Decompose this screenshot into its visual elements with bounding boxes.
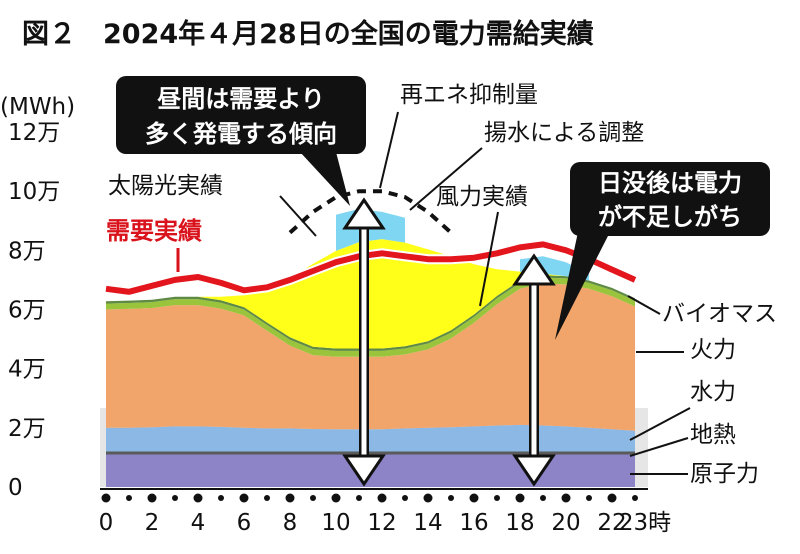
x-axis-dot: [586, 495, 592, 501]
x-axis-dot: [607, 493, 617, 503]
x-tick-label: 23時: [619, 510, 671, 536]
label-demand: 需要実績: [106, 217, 202, 245]
x-tick-label: 4: [191, 510, 206, 536]
y-tick-label: 0: [8, 475, 23, 501]
x-axis-dots: [101, 493, 638, 503]
x-axis-dot: [540, 495, 546, 501]
y-tick-label: 4万: [8, 357, 46, 383]
x-axis-dot: [494, 495, 500, 501]
x-axis-dot: [561, 493, 571, 503]
biomass-area: [106, 277, 635, 357]
y-unit-label: (MWh): [0, 94, 75, 120]
solar-area: [106, 239, 635, 349]
label-curtailment: 再エネ抑制量: [400, 82, 538, 108]
label-pumped-storage: 揚水による調整: [484, 120, 644, 146]
x-axis-dot: [402, 495, 408, 501]
x-axis-dot: [101, 493, 111, 503]
x-axis-dot: [193, 493, 203, 503]
x-axis-dot: [448, 495, 454, 501]
x-axis-dot: [423, 493, 433, 503]
x-axis-dot: [310, 495, 316, 501]
y-tick-label: 8万: [8, 238, 46, 264]
label-wind: 風力実績: [436, 184, 528, 210]
x-axis-dot: [147, 493, 157, 503]
callout-midday: 昼間は需要より 多く発電する傾向: [116, 76, 366, 206]
x-tick-label: 22: [597, 510, 626, 536]
callout-midday-line1: 昼間は需要より: [157, 85, 325, 113]
x-axis-dot: [632, 495, 638, 501]
midday-arrow: [342, 197, 386, 487]
stacked-areas: [106, 208, 635, 487]
label-biomass: バイオマス: [662, 301, 777, 327]
x-tick-label: 12: [367, 510, 396, 536]
x-tick-label: 8: [283, 510, 298, 536]
x-axis-dot: [469, 493, 479, 503]
x-axis-dot: [126, 495, 132, 501]
x-axis-dot: [264, 495, 270, 501]
x-tick-label: 0: [99, 510, 114, 536]
x-axis-dot: [218, 495, 224, 501]
wind-area: [106, 275, 635, 351]
label-thermal: 火力: [690, 337, 736, 363]
y-tick-label: 6万: [8, 298, 46, 324]
x-tick-label: 16: [459, 510, 488, 536]
y-tick-label: 12万: [8, 120, 60, 146]
x-axis-dot: [331, 493, 341, 503]
x-tick-label: 18: [505, 510, 534, 536]
chart-title: 図２ 2024年４月28日の全国の電力需給実績: [22, 18, 594, 50]
evening-arrow: [512, 253, 556, 487]
y-tick-label: 10万: [8, 179, 60, 205]
callout-evening: 日没後は電力 が不足しがち: [555, 162, 770, 340]
y-tick-label: 2万: [8, 416, 46, 442]
callout-midday-line2: 多く発電する傾向: [145, 120, 337, 148]
x-axis-dot: [285, 493, 295, 503]
hydro-area: [106, 424, 635, 452]
label-hydro: 水力: [690, 379, 736, 405]
geothermal-area: [106, 451, 635, 455]
x-axis-dot: [377, 493, 387, 503]
x-axis-dot: [515, 493, 525, 503]
x-tick-label: 14: [413, 510, 442, 536]
callout-evening-line1: 日没後は電力: [598, 169, 742, 197]
x-tick-label: 10: [321, 510, 350, 536]
y-ticks: 0 2万 4万 6万 8万 10万 12万: [8, 120, 60, 501]
x-axis-dot: [239, 493, 249, 503]
x-axis-dot: [172, 495, 178, 501]
demand-line: [105, 241, 637, 295]
label-nuclear: 原子力: [690, 461, 759, 487]
thermal-area: [106, 283, 635, 431]
x-axis-dot: [356, 495, 362, 501]
label-geothermal: 地熱: [690, 422, 736, 448]
callout-evening-line2: が不足しがち: [598, 203, 742, 231]
curtailment-dashed-line: [288, 189, 453, 235]
x-tick-label: 2: [145, 510, 160, 536]
x-tick-label: 6: [237, 510, 252, 536]
label-solar: 太陽光実績: [108, 173, 223, 199]
x-tick-label: 20: [551, 510, 580, 536]
